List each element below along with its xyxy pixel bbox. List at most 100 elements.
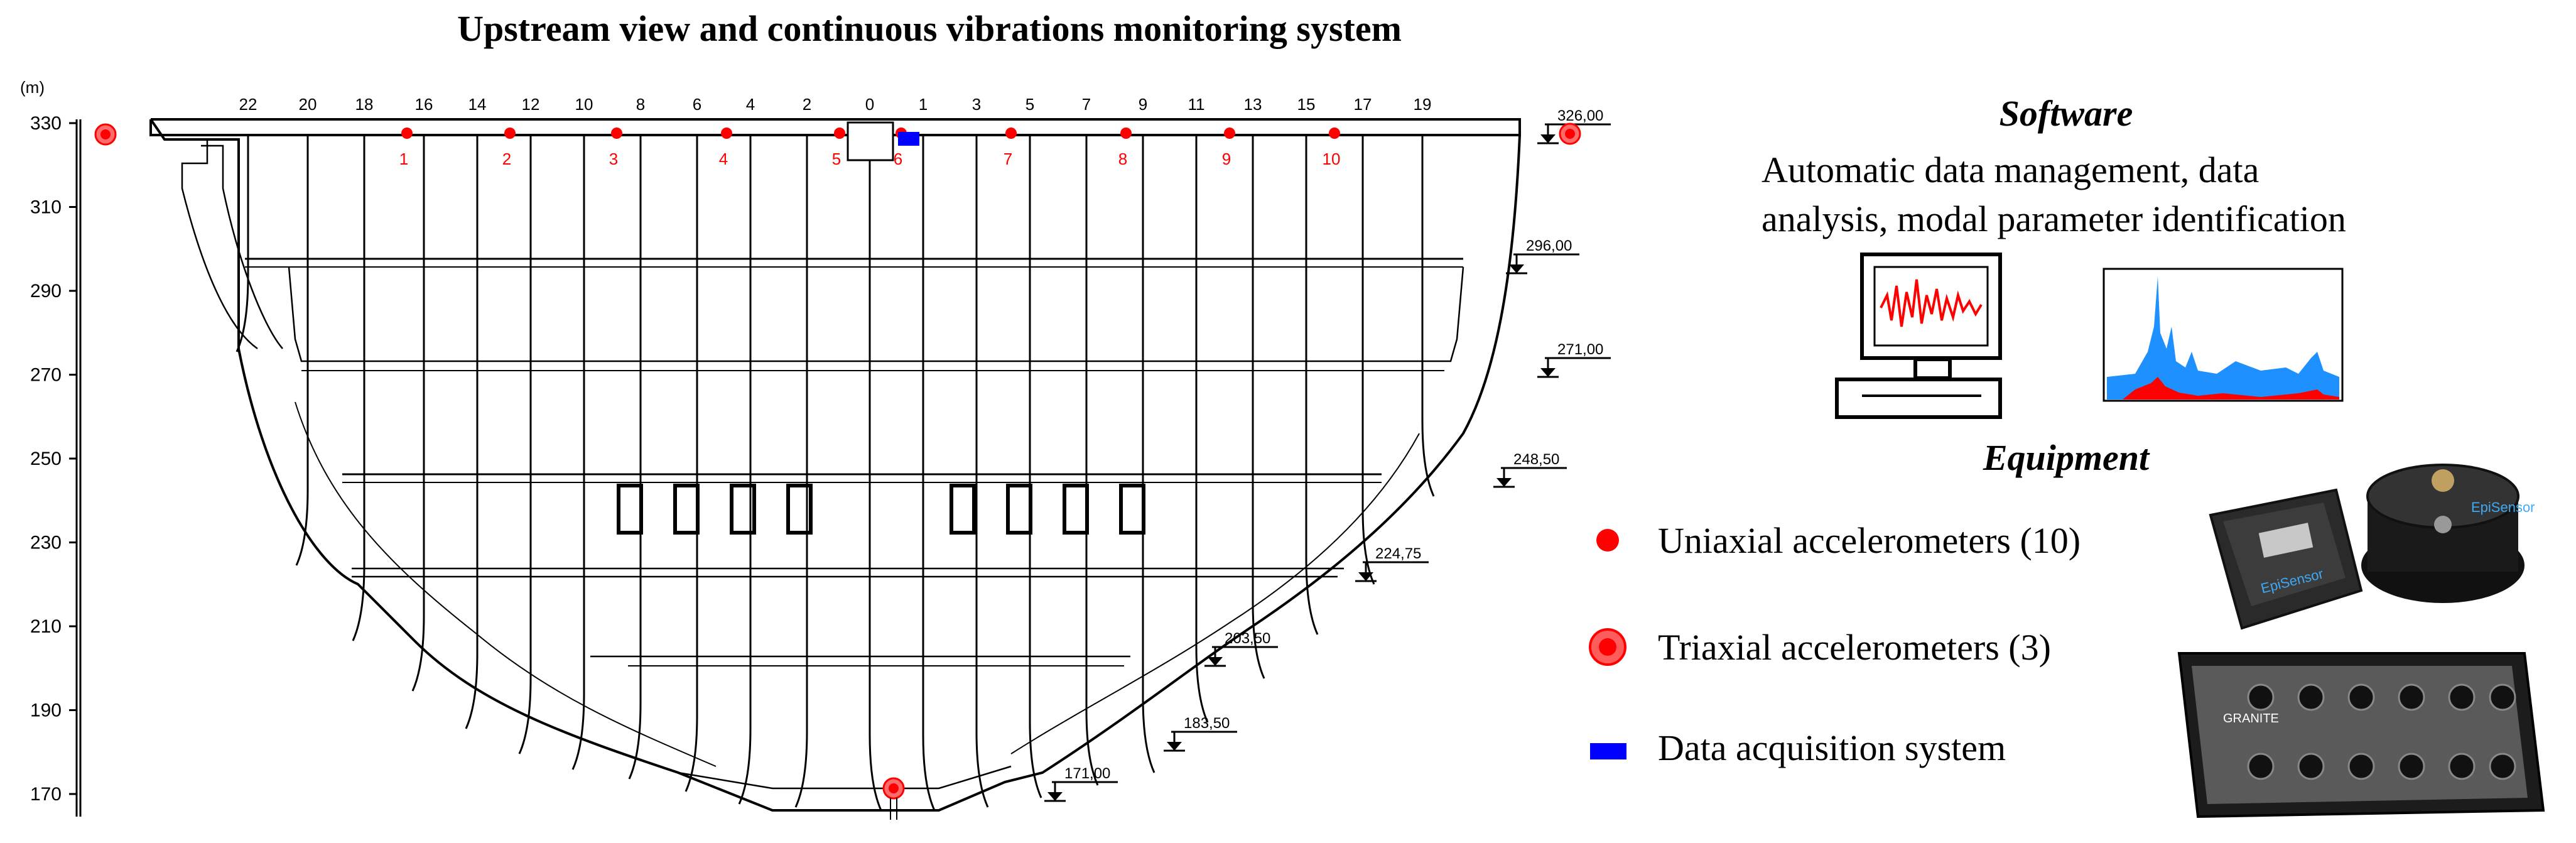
elevation-axis: [75, 119, 82, 817]
connector: [2297, 753, 2325, 780]
connector: [2448, 683, 2476, 711]
block-number: 0: [865, 95, 874, 114]
level-mark-label: 271,00: [1557, 341, 1603, 358]
block-number: 1: [919, 95, 928, 114]
block-joint: [411, 135, 425, 692]
triaxial-sensor-photo: EpiSensor: [2361, 464, 2535, 603]
uniaxial-sensor-label: 4: [719, 150, 728, 168]
level-mark-label: 203,50: [1225, 630, 1270, 647]
figure-title: Upstream view and continuous vibrations …: [457, 8, 1402, 49]
connector: [2489, 753, 2516, 780]
uniaxial-sensor-photo: EpiSensor: [2209, 488, 2363, 630]
opening: [617, 484, 643, 535]
block-number: 9: [1139, 95, 1147, 114]
block-number: 2: [803, 95, 811, 114]
block-joint: [1421, 135, 1435, 497]
triaxial-photo-brand: EpiSensor: [2471, 499, 2535, 515]
connector: [2398, 683, 2425, 711]
uniaxial-sensor: 10: [1323, 128, 1341, 168]
uniaxial-sensor: 9: [1222, 128, 1235, 168]
uniaxial-sensor-label: 5: [832, 150, 841, 168]
block-joint: [1305, 135, 1319, 635]
spillway-openings: [617, 484, 1145, 535]
block-joint: [518, 135, 532, 754]
block-number: 3: [972, 95, 981, 114]
block-joint: [1195, 135, 1209, 723]
uniaxial-sensor: 4: [719, 128, 732, 168]
block-number: 20: [299, 95, 317, 114]
block-number: 15: [1297, 95, 1316, 114]
block-number: 12: [522, 95, 540, 114]
uniaxial-sensor: 8: [1118, 128, 1132, 168]
block-number: 7: [1082, 95, 1091, 114]
block-joint: [794, 135, 808, 808]
block-number: 14: [468, 95, 487, 114]
software-heading: Software: [2000, 93, 2133, 134]
level-mark: 296,00: [1506, 237, 1579, 275]
connector: [2297, 683, 2325, 711]
level-mark: 171,00: [1044, 765, 1118, 802]
block-joint: [685, 135, 698, 792]
block-number: 22: [239, 95, 257, 114]
opening: [673, 484, 700, 535]
uniaxial-sensor: 3: [609, 128, 622, 168]
level-mark-label: 326,00: [1557, 107, 1603, 124]
block-joint: [235, 135, 249, 352]
digitizer-connectors: [2247, 683, 2516, 780]
opening: [1063, 484, 1089, 535]
block-joint: [975, 135, 989, 808]
elevation-tick-label: 230: [30, 533, 62, 553]
triaxial-sensor-bottom: [882, 777, 905, 800]
level-mark-label: 183,50: [1184, 715, 1230, 732]
elevation-tick-label: 250: [30, 449, 62, 469]
block-number: 6: [693, 95, 701, 114]
block-joint: [1029, 135, 1042, 798]
opening: [786, 484, 813, 535]
opening: [950, 484, 976, 535]
block-number: 13: [1244, 95, 1262, 114]
block-joint: [1085, 135, 1099, 786]
level-mark: 271,00: [1537, 341, 1611, 378]
triaxial-sensors: [94, 122, 1581, 800]
elevation-tick-label: 270: [30, 365, 62, 386]
block-joint: [571, 135, 585, 770]
block-joint: [869, 135, 882, 811]
level-mark-label: 224,75: [1375, 545, 1421, 562]
level-marks: 326,00 296,00 271,00 248,50 224,75 203,50 183,…: [1044, 107, 1611, 802]
legend-triaxial-symbol: [1589, 628, 1626, 666]
elevation-tick-label: 190: [30, 700, 62, 721]
connector: [2247, 683, 2275, 711]
opening: [1006, 484, 1032, 535]
digitizer-photo: GRANITE: [2177, 652, 2545, 819]
block-number: 5: [1026, 95, 1034, 114]
uniaxial-sensor-label: 1: [399, 150, 408, 168]
level-mark: 203,50: [1204, 630, 1278, 667]
block-joint: [738, 135, 752, 805]
uniaxial-sensor-label: 2: [502, 150, 511, 168]
block-number: 18: [355, 95, 374, 114]
uniaxial-sensor: 7: [1004, 128, 1017, 168]
triaxial-sensor-right: [1559, 122, 1581, 145]
triaxial-sensor-left: [94, 123, 117, 146]
uniaxial-sensor-label: 10: [1323, 150, 1341, 168]
block-joint: [1142, 135, 1155, 773]
level-mark: 248,50: [1493, 451, 1567, 488]
uniaxial-sensor: 1: [399, 128, 413, 168]
legend-daq-symbol: [1590, 743, 1626, 759]
block-numbers: 22 20 18 16 14 12 10 8 6 4 2 0 1 3 5 7 9 11 13 15 17 19: [239, 95, 1432, 114]
uniaxial-sensor-label: 8: [1118, 150, 1127, 168]
block-number: 19: [1414, 95, 1432, 114]
uniaxial-sensor-label: 6: [894, 150, 902, 168]
connector: [2448, 753, 2476, 780]
spectrum-plot-icon: [2102, 268, 2344, 402]
uniaxial-sensor: 5: [832, 128, 845, 168]
block-joints: [235, 135, 1435, 811]
block-number: 4: [746, 95, 755, 114]
block-joint: [352, 135, 365, 641]
block-joint: [628, 135, 642, 780]
block-joint: [1252, 135, 1265, 679]
legend-uniaxial-label: Uniaxial accelerometers (10): [1658, 520, 2081, 561]
uniaxial-sensor-label: 9: [1222, 150, 1231, 168]
block-joint: [465, 135, 479, 729]
